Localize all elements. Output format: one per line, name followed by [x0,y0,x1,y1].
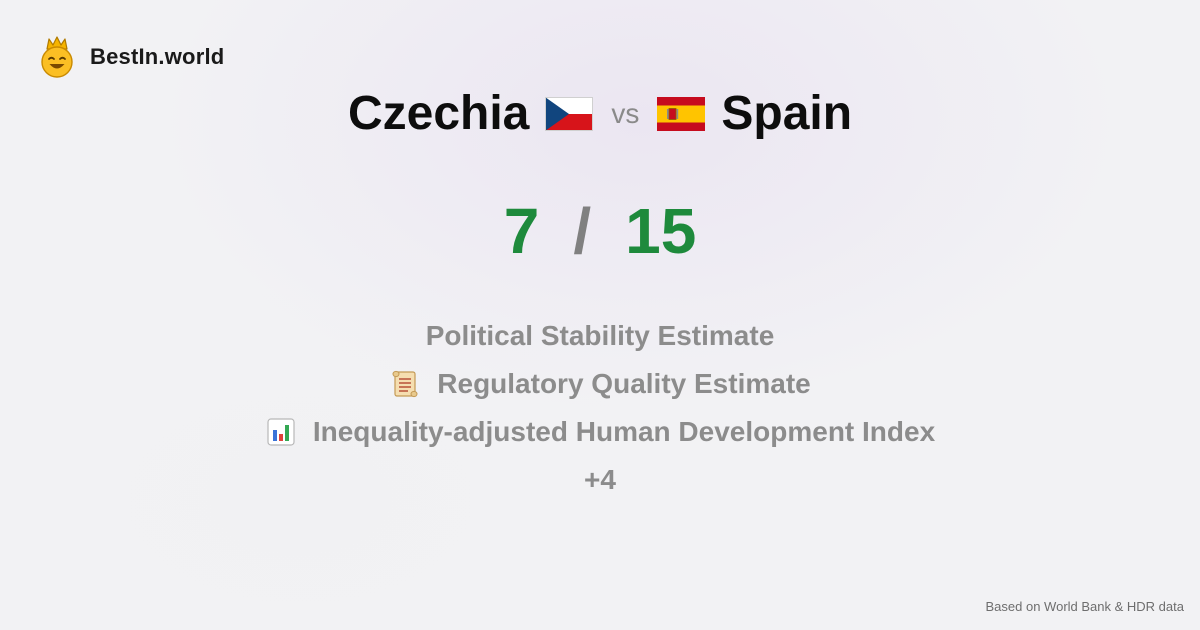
metric-item: Regulatory Quality Estimate [389,360,811,408]
more-count-label: +4 [584,464,616,495]
metric-label: Regulatory Quality Estimate [437,368,811,399]
metric-item: Political Stability Estimate [426,312,775,360]
vs-label: vs [611,97,640,129]
brand-name: BestIn.world [90,44,225,69]
left-country-name: Czechia [347,87,530,140]
right-score: 15 [625,195,697,267]
crowned-smiley-icon [41,36,73,78]
data-source-note: Based on World Bank & HDR data [985,599,1184,614]
score-separator: / [573,195,592,267]
more-metrics-count: +4 [584,456,616,504]
brand[interactable]: BestIn.world [38,36,224,78]
comparison-title: Czechia vs Spain [0,86,1200,141]
left-score: 7 [503,195,540,267]
spain-flag-icon [657,96,706,131]
right-country-name: Spain [721,87,853,140]
bar-chart-icon [267,418,295,446]
scroll-icon [392,370,418,398]
metric-label: Inequality-adjusted Human Development In… [312,416,936,447]
metric-label: Political Stability Estimate [425,320,775,351]
czechia-flag-icon [545,96,594,131]
metric-item: Inequality-adjusted Human Development In… [265,408,935,456]
score-display: 7 / 15 [0,194,1200,268]
metrics-list: Political Stability Estimate Regulatory … [0,312,1200,504]
